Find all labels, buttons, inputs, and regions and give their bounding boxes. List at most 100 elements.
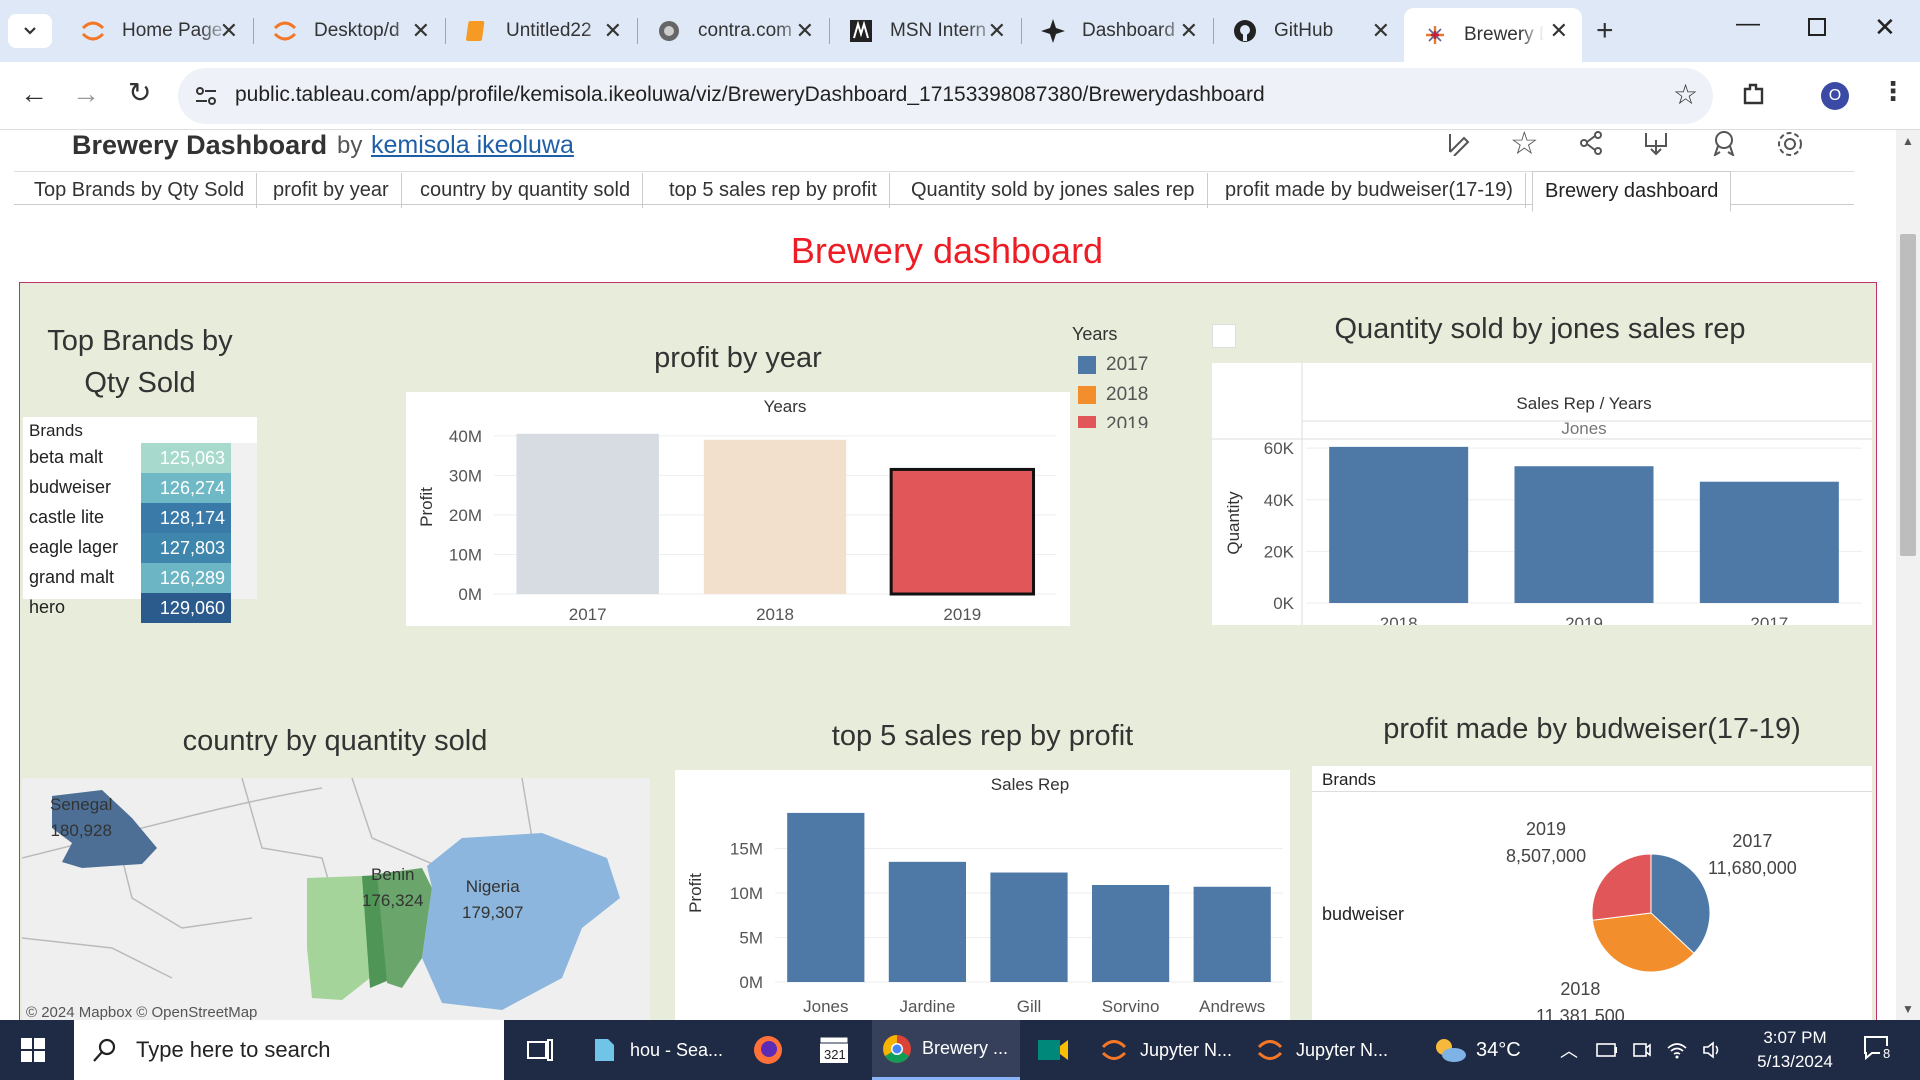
table-row[interactable]: grand malt 126,289 xyxy=(23,563,231,593)
avatar[interactable]: O xyxy=(1821,82,1849,110)
scrollbar-thumb[interactable] xyxy=(1900,234,1916,556)
chart-header: Sales Rep / Years xyxy=(1516,394,1651,413)
bar[interactable] xyxy=(1514,466,1654,603)
browser-tab[interactable]: Desktop/d ✕ xyxy=(254,8,444,54)
meet-icon[interactable] xyxy=(1036,1020,1070,1080)
media-player-icon[interactable]: 321 xyxy=(818,1020,850,1080)
nigeria-shape[interactable] xyxy=(422,833,620,1010)
table-row[interactable]: castle lite 128,174 xyxy=(23,503,231,533)
page-scrollbar[interactable]: ▲ ▼ xyxy=(1896,130,1920,1020)
browser-tab[interactable]: Dashboard ✕ xyxy=(1022,8,1212,54)
senegal-shape[interactable] xyxy=(52,790,157,868)
browser-tab-active[interactable]: Brewery D ✕ xyxy=(1404,8,1582,62)
scrollbar-down-arrow[interactable]: ▼ xyxy=(1902,1002,1914,1016)
forward-button[interactable]: → xyxy=(72,78,100,109)
share-icon[interactable] xyxy=(1578,130,1604,156)
bar[interactable] xyxy=(1699,481,1839,603)
back-button[interactable]: ← xyxy=(20,78,48,109)
jones-chart[interactable]: Sales Rep / Years Jones 60K 40K 20K 0K Quantit… xyxy=(1212,363,1872,633)
legend-item[interactable]: 2019 xyxy=(1078,412,1148,428)
edit-icon[interactable] xyxy=(1446,130,1474,156)
address-bar[interactable]: public.tableau.com/app/profile/kemisola.… xyxy=(178,68,1713,124)
browser-tab[interactable]: contra.com ✕ xyxy=(638,8,828,54)
budweiser-chart[interactable]: Brands budweiser 2019 8,507,000 2017 11,68… xyxy=(1312,766,1872,1020)
sheet-tab[interactable]: profit made by budweiser(17-19) xyxy=(1213,173,1526,208)
bookmark-star-icon[interactable]: ☆ xyxy=(1673,79,1699,110)
bar[interactable] xyxy=(888,861,967,982)
map-attribution[interactable]: © 2024 Mapbox © OpenStreetMap xyxy=(26,1004,258,1020)
bar[interactable] xyxy=(889,467,1036,596)
close-icon[interactable]: ✕ xyxy=(795,18,814,43)
site-info-icon[interactable] xyxy=(194,85,218,107)
sheet-tab[interactable]: country by quantity sold xyxy=(408,173,644,208)
table-row[interactable]: beta malt 125,063 xyxy=(23,443,231,473)
bar[interactable] xyxy=(1193,886,1271,982)
country-map[interactable]: Senegal 180,928 Benin 176,324 Nigeria 179,3… xyxy=(22,778,650,1020)
tab-search-button[interactable] xyxy=(8,14,52,48)
close-icon[interactable]: ✕ xyxy=(219,18,238,43)
table-row[interactable]: eagle lager 127,803 xyxy=(23,533,231,563)
close-icon[interactable]: ✕ xyxy=(1179,18,1198,43)
bar[interactable] xyxy=(516,433,659,594)
top-brands-table[interactable]: Brands beta malt 125,063 budweiser 126,274 c… xyxy=(23,417,257,623)
close-icon[interactable]: ✕ xyxy=(603,18,622,43)
ghana-shape[interactable] xyxy=(307,876,370,1000)
favorite-icon[interactable]: ☆ xyxy=(1510,130,1539,161)
sheet-tab[interactable]: top 5 sales rep by profit xyxy=(657,173,890,208)
author-link[interactable]: kemisola ikeoluwa xyxy=(371,131,574,159)
top5-chart[interactable]: Sales Rep 15M 10M 5M 0M Profit Jones Jardine Gil… xyxy=(675,770,1290,1020)
legend-item[interactable]: 2018 xyxy=(1078,382,1148,408)
pie-slice[interactable] xyxy=(1650,853,1711,955)
taskbar-app[interactable]: hou - Sea... xyxy=(590,1020,723,1080)
benin-shape[interactable] xyxy=(377,868,432,988)
bar[interactable] xyxy=(1091,884,1170,982)
taskbar-app[interactable]: Jupyter N... xyxy=(1256,1020,1406,1080)
notifications-button[interactable]: 8 xyxy=(1862,1034,1902,1068)
sheet-tab[interactable]: profit by year xyxy=(261,173,402,208)
extensions-icon[interactable] xyxy=(1740,80,1768,108)
bar[interactable] xyxy=(787,812,865,982)
chevron-up-icon[interactable]: ︿ xyxy=(1560,1041,1580,1061)
menu-icon[interactable]: ⋮ xyxy=(1880,76,1906,106)
bar[interactable] xyxy=(990,872,1068,982)
pie-slice[interactable] xyxy=(1591,853,1652,921)
close-icon[interactable]: ✕ xyxy=(987,18,1006,43)
start-button[interactable] xyxy=(20,1020,46,1080)
system-tray[interactable]: ︿ xyxy=(1560,1020,1724,1080)
taskbar-search[interactable]: Type here to search xyxy=(74,1020,504,1080)
browser-tab[interactable]: Untitled22 ✕ xyxy=(446,8,636,54)
years-legend[interactable]: Years 2017 2018 2019 xyxy=(1066,324,1176,428)
sheet-tab[interactable]: Quantity sold by jones sales rep xyxy=(899,173,1208,208)
new-tab-button[interactable]: + xyxy=(1596,14,1614,47)
close-icon[interactable]: ✕ xyxy=(411,18,430,43)
metrics-icon[interactable] xyxy=(1710,130,1738,156)
sheet-tab-active[interactable]: Brewery dashboard xyxy=(1532,171,1732,212)
taskbar-app-active[interactable]: Brewery ... xyxy=(872,1020,1020,1080)
minimize-button[interactable]: — xyxy=(1736,10,1760,37)
table-row[interactable]: hero 129,060 xyxy=(23,593,231,623)
task-view-icon[interactable] xyxy=(526,1020,554,1080)
checkbox[interactable] xyxy=(1212,324,1236,348)
restore-button[interactable] xyxy=(1808,18,1826,36)
bar[interactable] xyxy=(703,439,847,594)
close-icon[interactable]: ✕ xyxy=(1371,18,1390,43)
bar[interactable] xyxy=(1329,446,1469,603)
browser-tab[interactable]: GitHub ✕ xyxy=(1214,8,1404,54)
legend-item[interactable]: 2017 xyxy=(1078,352,1148,378)
scrollbar-up-arrow[interactable]: ▲ xyxy=(1902,134,1914,148)
browser-tab[interactable]: Home Page ✕ xyxy=(62,8,252,54)
firefox-icon[interactable] xyxy=(752,1020,784,1080)
close-window-button[interactable]: ✕ xyxy=(1874,12,1896,42)
sheet-tab[interactable]: Top Brands by Qty Sold xyxy=(22,173,258,208)
profit-by-year-chart[interactable]: Years 40M 30M 20M 10M 0M Profit 2017 2018 2019 xyxy=(406,392,1070,626)
table-row[interactable]: budweiser 126,274 xyxy=(23,473,231,503)
browser-tab[interactable]: MSN Intern ✕ xyxy=(830,8,1020,54)
weather-widget[interactable]: 34°C xyxy=(1432,1020,1521,1080)
settings-gear-icon[interactable] xyxy=(1776,130,1804,158)
download-icon[interactable] xyxy=(1643,130,1669,156)
reload-button[interactable]: ↻ xyxy=(128,77,152,108)
taskbar-app[interactable]: Jupyter N... xyxy=(1100,1020,1250,1080)
clock[interactable]: 3:07 PM 5/13/2024 xyxy=(1740,1026,1850,1074)
pie-slice[interactable] xyxy=(1591,912,1695,973)
close-icon[interactable]: ✕ xyxy=(1549,18,1568,43)
